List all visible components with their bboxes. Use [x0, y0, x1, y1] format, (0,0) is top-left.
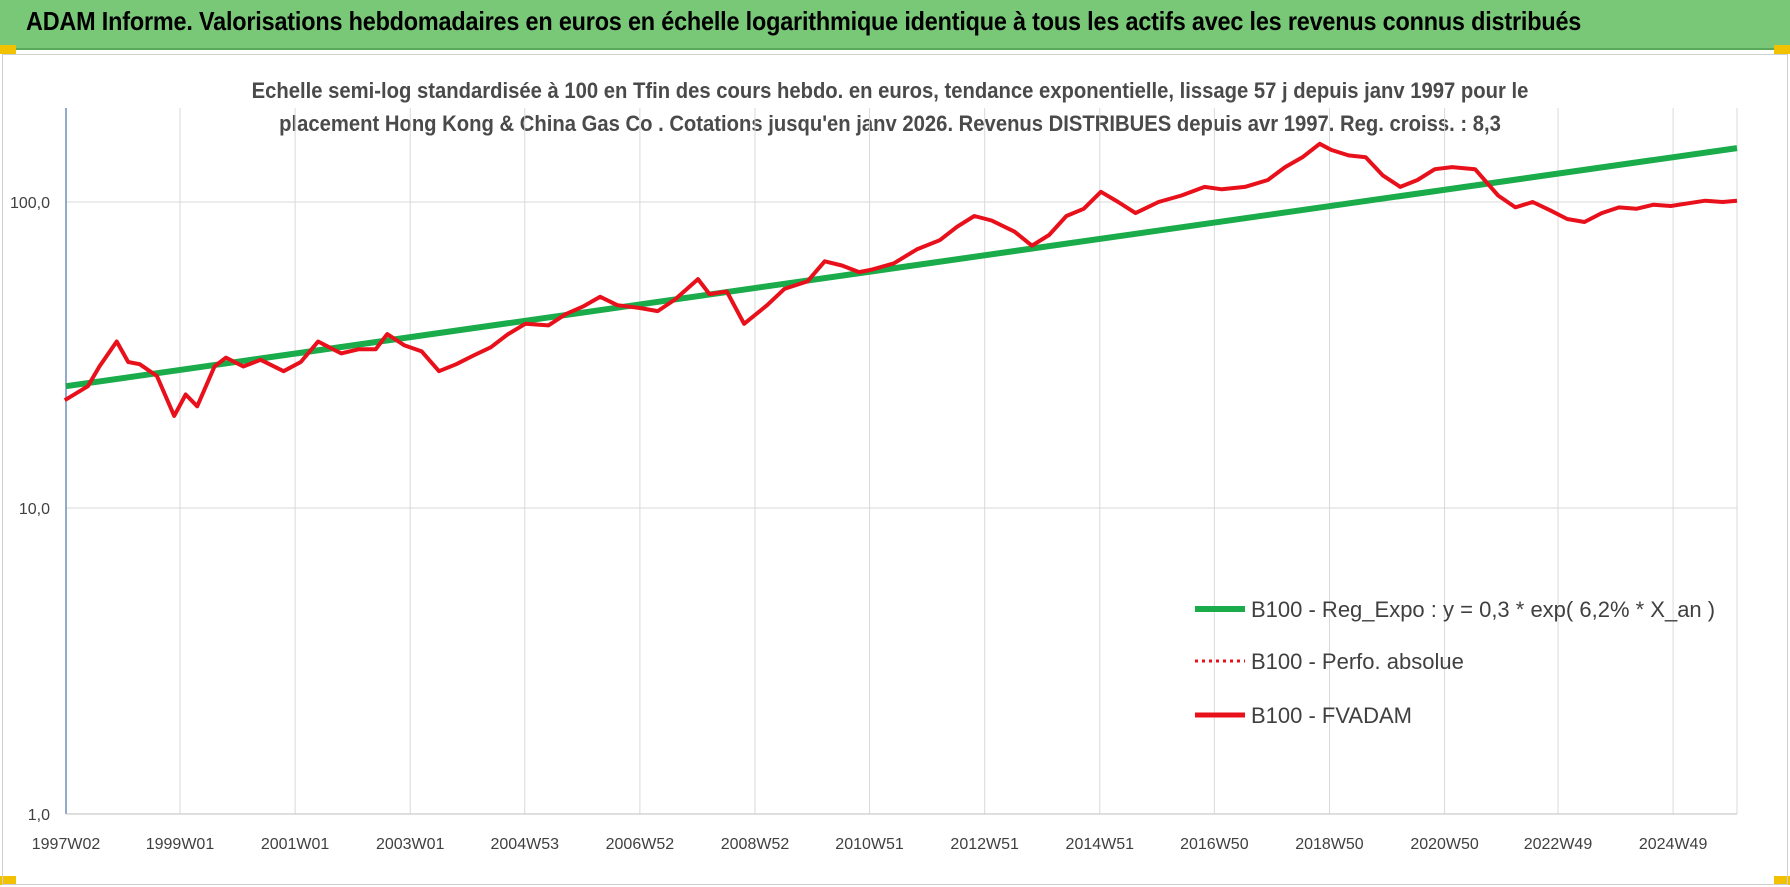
report-banner: ADAM Informe. Valorisations hebdomadaire… — [0, 0, 1790, 50]
legend-item-perfo: B100 - Perfo. absolue — [1195, 649, 1464, 674]
corner-marker-top-right — [1774, 45, 1790, 54]
x-tick-label: 1999W01 — [146, 836, 215, 853]
axes: 1,0 10,0 100,0 1997W02 1999W01 2001W01 2003W01… — [10, 108, 1737, 853]
legend-label: B100 - Perfo. absolue — [1251, 649, 1464, 674]
corner-marker-bottom-right — [1774, 876, 1790, 885]
x-tick-label: 2024W49 — [1639, 836, 1708, 853]
x-tick-label: 2010W51 — [835, 836, 904, 853]
x-tick-label: 2006W52 — [606, 836, 675, 853]
x-tick-label: 2016W50 — [1180, 836, 1249, 853]
x-tick-label: 2001W01 — [261, 836, 330, 853]
x-tick-label: 2018W50 — [1295, 836, 1364, 853]
y-tick-label: 1,0 — [28, 807, 50, 824]
legend-item-trend: B100 - Reg_Expo : y = 0,3 * exp( 6,2% * … — [1195, 597, 1715, 622]
y-tick-label: 10,0 — [19, 501, 50, 518]
chart-frame — [2, 54, 1788, 885]
corner-marker-top-left — [0, 45, 16, 54]
grid — [65, 108, 1738, 815]
legend: B100 - Reg_Expo : y = 0,3 * exp( 6,2% * … — [1195, 597, 1715, 728]
legend-label: B100 - Reg_Expo : y = 0,3 * exp( 6,2% * … — [1251, 597, 1715, 622]
legend-item-fvadam: B100 - FVADAM — [1195, 703, 1412, 728]
x-tick-label: 2003W01 — [376, 836, 445, 853]
fvadam-series — [63, 141, 1738, 418]
x-tick-label: 2008W52 — [721, 836, 790, 853]
trend-line-series — [65, 145, 1738, 390]
corner-marker-bottom-left — [0, 876, 16, 885]
x-tick-label: 2004W53 — [491, 836, 560, 853]
x-tick-label: 2012W51 — [950, 836, 1019, 853]
report-title: ADAM Informe. Valorisations hebdomadaire… — [26, 6, 1582, 36]
chart-title-line-1: Echelle semi-log standardisée à 100 en T… — [251, 78, 1529, 103]
x-tick-label: 2022W49 — [1524, 836, 1593, 853]
series — [63, 141, 1738, 418]
x-tick-label: 2020W50 — [1410, 836, 1479, 853]
legend-label: B100 - FVADAM — [1251, 703, 1412, 728]
x-tick-label: 2014W51 — [1066, 836, 1135, 853]
y-tick-label: 100,0 — [10, 195, 50, 212]
chart-title-line-2: placement Hong Kong & China Gas Co . Cot… — [279, 111, 1501, 136]
chart-title: Echelle semi-log standardisée à 100 en T… — [209, 74, 1571, 140]
x-tick-label: 1997W02 — [32, 836, 101, 853]
